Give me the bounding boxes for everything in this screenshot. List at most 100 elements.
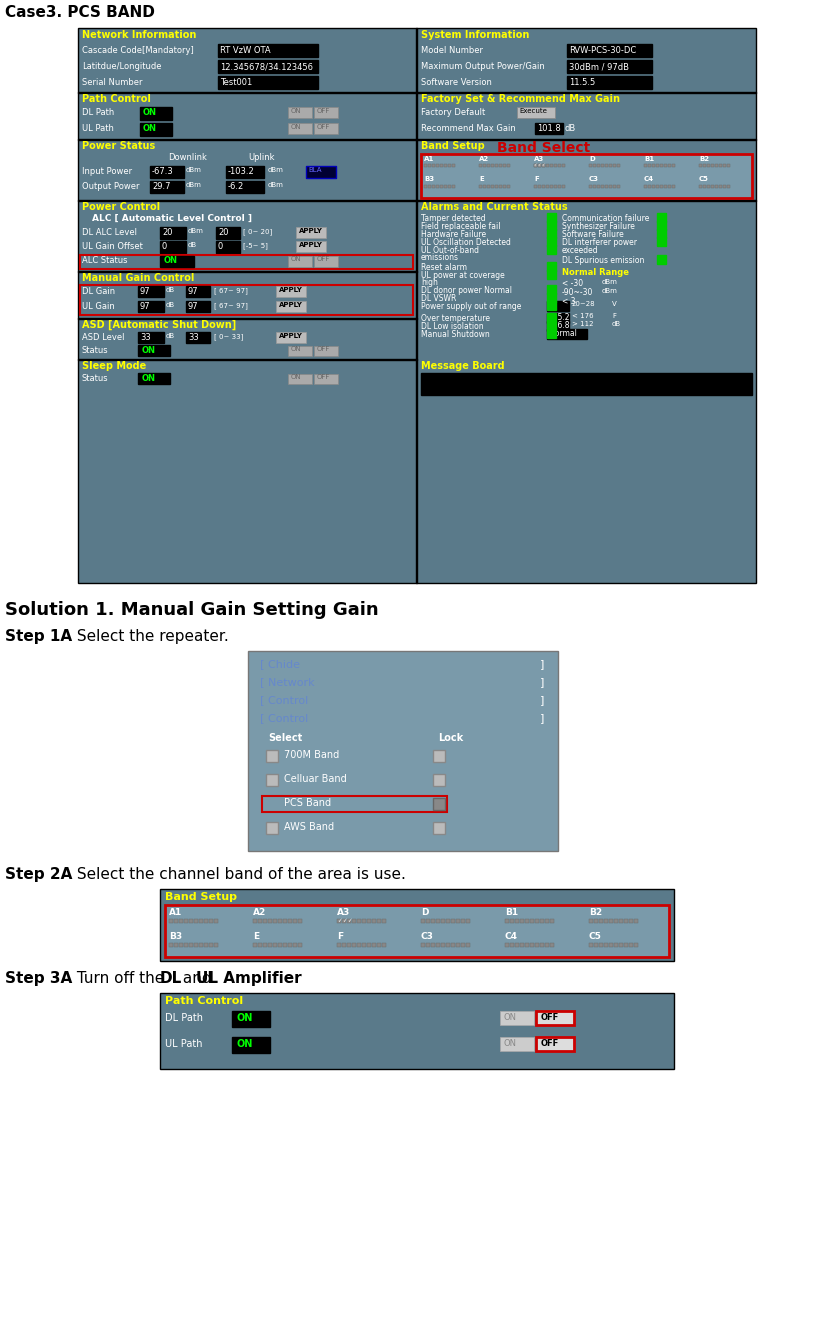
Bar: [436, 184, 439, 188]
Bar: [431, 920, 435, 924]
Text: Case3. PCS BAND: Case3. PCS BAND: [5, 5, 155, 20]
Text: Output Power: Output Power: [82, 182, 139, 191]
Bar: [707, 165, 710, 167]
Text: 20: 20: [162, 228, 173, 238]
Text: APPLY: APPLY: [299, 242, 323, 248]
FancyBboxPatch shape: [536, 1011, 574, 1024]
Bar: [530, 943, 534, 947]
Bar: [276, 332, 306, 342]
Bar: [664, 184, 667, 188]
Bar: [160, 256, 194, 267]
Bar: [499, 165, 502, 167]
Bar: [599, 943, 603, 947]
Text: DL Low isolation: DL Low isolation: [421, 322, 484, 330]
Bar: [314, 374, 338, 384]
Bar: [268, 920, 272, 924]
Bar: [657, 222, 666, 230]
Text: B3: B3: [424, 176, 435, 182]
Bar: [525, 943, 529, 947]
Bar: [456, 943, 460, 947]
Bar: [719, 184, 722, 188]
Text: F: F: [337, 932, 343, 941]
Text: Select the repeater.: Select the repeater.: [72, 629, 229, 644]
Text: high: high: [421, 277, 438, 287]
Bar: [657, 214, 666, 222]
Bar: [652, 184, 655, 188]
Bar: [433, 821, 445, 833]
Bar: [629, 920, 633, 924]
Bar: [652, 165, 655, 167]
Text: 116.8: 116.8: [548, 321, 570, 330]
Bar: [547, 285, 556, 295]
Text: Hardware Failure: Hardware Failure: [421, 230, 486, 239]
Text: 29.7: 29.7: [152, 182, 170, 191]
Bar: [503, 184, 506, 188]
Bar: [179, 943, 183, 947]
Bar: [248, 652, 558, 851]
Bar: [634, 943, 638, 947]
Bar: [547, 214, 556, 222]
Bar: [594, 943, 598, 947]
Bar: [542, 165, 545, 167]
Text: ✓: ✓: [347, 918, 351, 924]
Text: B1: B1: [505, 908, 518, 917]
Text: Factory Set & Recommend Max Gain: Factory Set & Recommend Max Gain: [421, 94, 620, 104]
Text: DL: DL: [160, 971, 183, 986]
Bar: [184, 920, 188, 924]
Bar: [597, 184, 600, 188]
Bar: [589, 184, 592, 188]
Bar: [668, 165, 671, 167]
Bar: [216, 242, 240, 253]
Text: Status: Status: [82, 346, 108, 356]
Bar: [446, 920, 450, 924]
Bar: [540, 943, 544, 947]
Bar: [520, 920, 524, 924]
Text: Cascade Code[Mandatory]: Cascade Code[Mandatory]: [82, 46, 193, 54]
Bar: [517, 107, 555, 118]
Text: dB: dB: [565, 123, 576, 133]
Text: [ Chide: [ Chide: [260, 660, 300, 669]
Bar: [525, 920, 529, 924]
Bar: [160, 227, 186, 239]
Text: 97: 97: [188, 287, 198, 296]
Bar: [515, 943, 519, 947]
Bar: [500, 1011, 534, 1024]
Bar: [276, 301, 306, 312]
Text: A1: A1: [169, 908, 183, 917]
Bar: [507, 184, 510, 188]
Text: Reset alarm: Reset alarm: [421, 263, 467, 272]
Bar: [138, 301, 164, 312]
Bar: [266, 798, 278, 809]
Bar: [629, 943, 633, 947]
Bar: [644, 184, 647, 188]
Text: dBm: dBm: [602, 288, 618, 295]
FancyBboxPatch shape: [80, 255, 413, 269]
Bar: [138, 332, 164, 342]
Bar: [433, 798, 445, 809]
Bar: [283, 943, 287, 947]
Text: C3: C3: [421, 932, 434, 941]
Bar: [534, 184, 537, 188]
Text: PCS Band: PCS Band: [284, 798, 331, 808]
Bar: [483, 184, 486, 188]
Text: ✓: ✓: [534, 163, 537, 167]
Text: Status: Status: [82, 374, 108, 384]
Text: ON: ON: [142, 346, 156, 356]
Text: dBm: dBm: [602, 279, 618, 285]
Bar: [186, 301, 210, 312]
Text: [ 0~ 33]: [ 0~ 33]: [214, 333, 244, 340]
Bar: [491, 165, 494, 167]
Bar: [278, 943, 282, 947]
Bar: [545, 920, 549, 924]
Bar: [216, 227, 240, 239]
Text: F: F: [612, 313, 616, 318]
Text: C4: C4: [644, 176, 654, 182]
Bar: [547, 293, 556, 303]
Bar: [727, 184, 730, 188]
Bar: [609, 943, 613, 947]
Bar: [273, 943, 277, 947]
Bar: [382, 943, 386, 947]
Bar: [547, 301, 556, 311]
Text: ON: ON: [291, 256, 302, 261]
Bar: [601, 165, 604, 167]
